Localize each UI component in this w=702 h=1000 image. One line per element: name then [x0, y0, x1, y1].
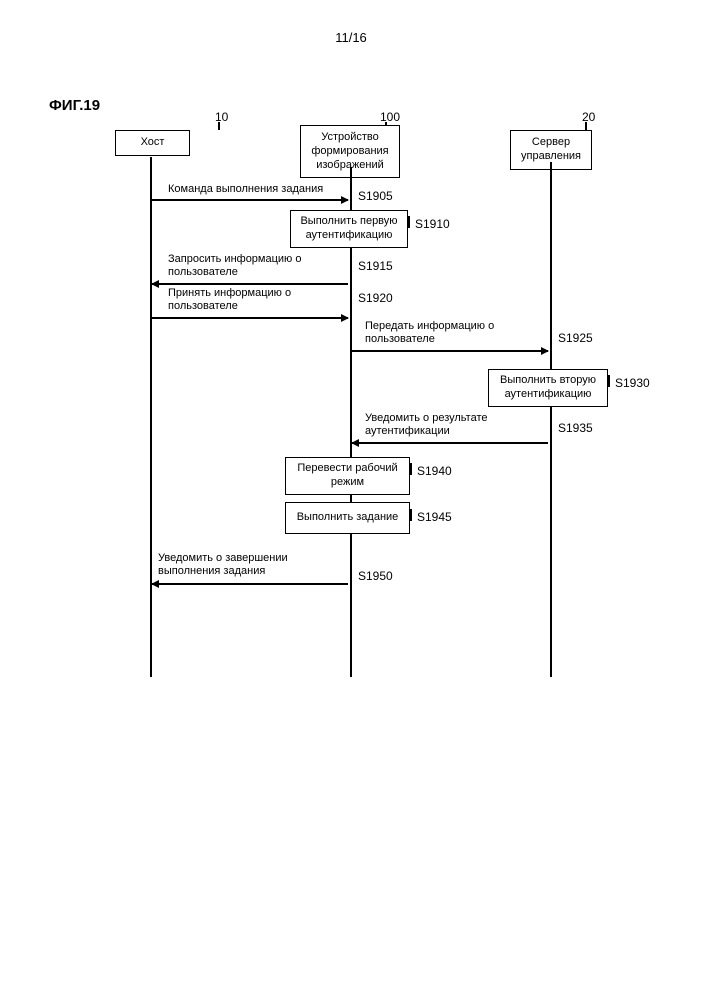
tick-s1940	[410, 463, 412, 475]
proc-s1940: Перевести рабочий режим	[285, 457, 410, 495]
proc-s1930: Выполнить вторую аутентификацию	[488, 369, 608, 407]
step-s1950: S1950	[358, 569, 393, 583]
sequence-diagram: 10 100 20 Хост Устройство формирования и…	[60, 107, 660, 687]
tick-s1920	[350, 289, 352, 301]
lane-num-device: 100	[380, 110, 400, 124]
step-s1920: S1920	[358, 291, 393, 305]
arrow-s1915	[152, 283, 348, 285]
tick-s1930	[608, 375, 610, 387]
tick-s1935	[550, 419, 552, 431]
msg-s1935: Уведомить о результате аутентификации	[365, 412, 525, 438]
arrow-s1905	[152, 199, 348, 201]
page-number: 11/16	[335, 30, 367, 45]
lane-num-host: 10	[215, 110, 228, 124]
step-s1915: S1915	[358, 259, 393, 273]
lane-box-host: Хост	[115, 130, 190, 156]
msg-s1950: Уведомить о завершении выполнения задани…	[158, 552, 338, 578]
proc-s1945: Выполнить задание	[285, 502, 410, 534]
tick-s1915	[350, 257, 352, 269]
step-s1935: S1935	[558, 421, 593, 435]
step-s1905: S1905	[358, 189, 393, 203]
arrow-s1950	[152, 583, 348, 585]
msg-s1920: Принять информацию о пользователе	[168, 287, 328, 313]
msg-s1915: Запросить информацию о пользователе	[168, 253, 328, 279]
msg-s1905: Команда выполнения задания	[168, 183, 323, 196]
step-s1930: S1930	[615, 376, 650, 390]
step-s1945: S1945	[417, 510, 452, 524]
step-s1940: S1940	[417, 464, 452, 478]
tick-s1910	[408, 216, 410, 228]
arrow-s1935	[352, 442, 548, 444]
lane-num-server: 20	[582, 110, 595, 124]
tick-s1945	[410, 509, 412, 521]
tick-s1905	[350, 187, 352, 199]
msg-s1925: Передать информацию о пользователе	[365, 320, 525, 346]
arrow-s1920	[152, 317, 348, 319]
proc-s1910: Выполнить первую аутентификацию	[290, 210, 408, 248]
tick-s1950	[350, 567, 352, 579]
arrow-s1925	[352, 350, 548, 352]
step-s1925: S1925	[558, 331, 593, 345]
lifeline-host	[150, 157, 152, 677]
step-s1910: S1910	[415, 217, 450, 231]
tick-s1925	[550, 329, 552, 341]
